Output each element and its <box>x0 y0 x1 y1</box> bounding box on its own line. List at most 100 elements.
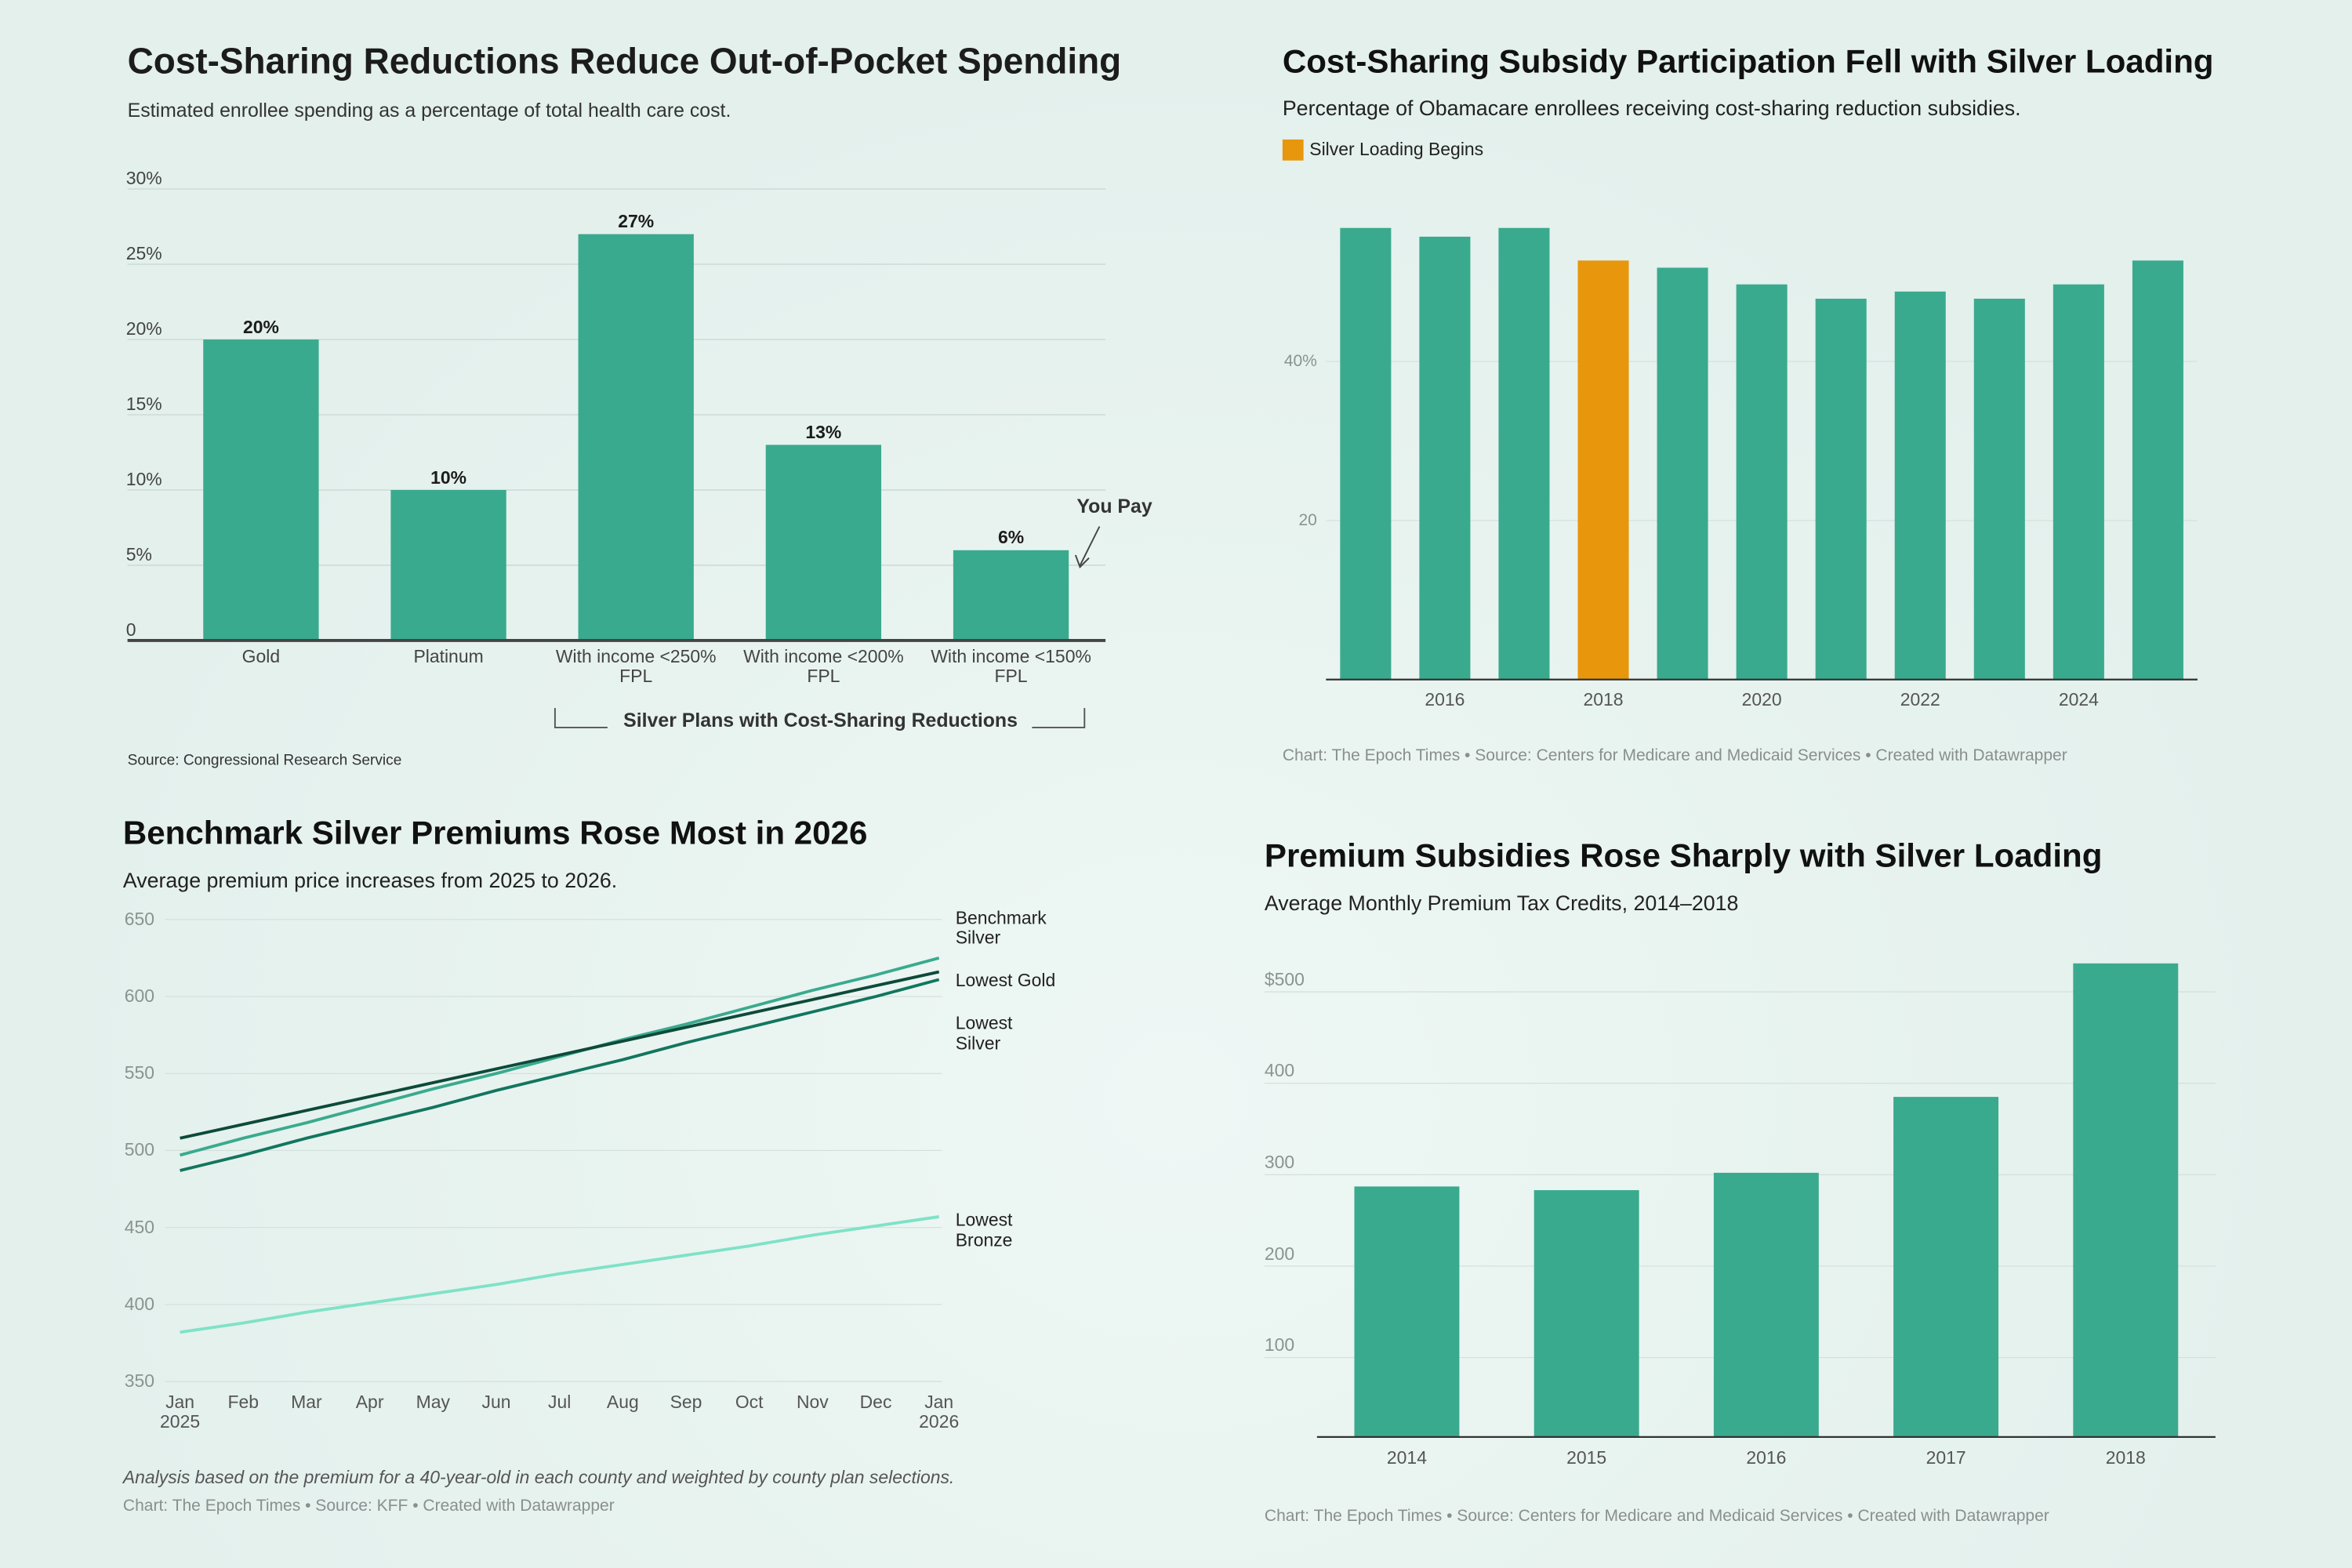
chart-title: Cost-Sharing Reductions Reduce Out-of-Po… <box>127 40 1122 82</box>
chart-subtitle: Estimated enrollee spending as a percent… <box>127 99 731 122</box>
value-label: 20% <box>242 316 279 337</box>
chart-source: Chart: The Epoch Times • Source: KFF • C… <box>122 1497 615 1515</box>
bar <box>203 339 319 641</box>
chart-note: Analysis based on the premium for a 40-y… <box>122 1466 955 1487</box>
chart-subtitle: Percentage of Obamacare enrollees receiv… <box>1282 96 2021 120</box>
value-label: 10% <box>430 466 467 488</box>
y-tick-label: 25% <box>125 242 162 263</box>
x-tick-label: Jun <box>481 1391 511 1412</box>
x-tick-label: 2017 <box>1926 1446 1966 1468</box>
x-tick-label: With income <200% FPL <box>743 645 904 687</box>
x-tick-label: With income <250% FPL <box>555 645 717 687</box>
x-tick-label: Jan 2026 <box>919 1391 960 1432</box>
series-label: Lowest Bronze <box>955 1209 1013 1250</box>
series-label: Benchmark Silver <box>955 906 1047 948</box>
chart-source: Source: Congressional Research Service <box>127 752 402 769</box>
bar <box>2053 284 2104 680</box>
x-tick-label: Feb <box>227 1391 260 1412</box>
line-series <box>180 956 940 1157</box>
x-tick-label: Platinum <box>413 645 484 666</box>
x-tick-label: 2016 <box>1425 689 1465 710</box>
bar <box>2132 260 2183 680</box>
chart-source: Chart: The Epoch Times • Source: Centers… <box>1282 746 2067 765</box>
x-tick-label: Jan 2025 <box>160 1391 201 1432</box>
y-tick-label: 5% <box>125 543 152 564</box>
value-label: 13% <box>805 422 842 443</box>
value-label: 6% <box>997 527 1025 548</box>
value-label: 27% <box>618 211 655 232</box>
group-label: Silver Plans with Cost-Sharing Reduction… <box>623 710 1018 732</box>
y-tick-label: 400 <box>1264 1060 1295 1081</box>
x-tick-label: With income <150% FPL <box>931 645 1091 687</box>
y-tick-label: 350 <box>124 1370 155 1392</box>
bar <box>1894 291 1946 680</box>
x-tick-label: 2018 <box>2105 1446 2146 1468</box>
y-tick-label: 450 <box>124 1216 155 1237</box>
y-tick-label: 10% <box>125 468 162 489</box>
annotation-arrow-head <box>1074 554 1090 568</box>
bar <box>1498 227 1550 680</box>
series-label: Lowest Gold <box>955 970 1056 991</box>
x-tick-label: 2015 <box>1566 1446 1607 1468</box>
bar <box>2073 963 2179 1437</box>
bar <box>1419 236 1471 680</box>
bar <box>953 550 1069 641</box>
chart-title: Premium Subsidies Rose Sharply with Silv… <box>1264 836 2103 873</box>
line-series <box>180 970 940 1140</box>
chart-title: Cost-Sharing Subsidy Participation Fell … <box>1282 42 2214 80</box>
bar <box>390 490 506 641</box>
annotation-arrow <box>1079 526 1101 566</box>
chart-title: Benchmark Silver Premiums Rose Most in 2… <box>122 814 868 851</box>
bar <box>1973 298 2025 680</box>
chart-subtitle: Average Monthly Premium Tax Credits, 201… <box>1264 891 1739 915</box>
chart-subtitle: Average premium price increases from 202… <box>122 869 618 893</box>
x-tick-label: 2016 <box>1746 1446 1787 1468</box>
bar <box>1713 1172 1819 1437</box>
x-tick-label: Oct <box>735 1391 764 1412</box>
x-tick-label: Apr <box>355 1391 384 1412</box>
legend-label: Silver Loading Begins <box>1309 139 1484 160</box>
y-tick-label: 15% <box>125 393 162 414</box>
x-tick-label: 2014 <box>1386 1446 1427 1468</box>
y-tick-label: 400 <box>124 1294 155 1315</box>
y-tick-label: 100 <box>1264 1334 1295 1356</box>
y-tick-label: $500 <box>1264 968 1305 989</box>
y-tick-label: 20% <box>125 318 162 339</box>
x-tick-label: Aug <box>606 1391 639 1412</box>
y-tick-label: 600 <box>124 985 155 1007</box>
x-tick-label: Sep <box>670 1391 702 1412</box>
x-tick-label: Gold <box>241 645 281 666</box>
series-label: Lowest Silver <box>955 1012 1013 1054</box>
bar <box>1340 227 1392 680</box>
x-tick-label: 2024 <box>2058 689 2099 710</box>
group-bracket <box>554 708 608 728</box>
x-tick-label: May <box>416 1391 450 1412</box>
bar <box>1354 1186 1460 1437</box>
x-tick-label: Nov <box>796 1391 829 1412</box>
y-tick-label: 30% <box>125 167 162 188</box>
x-tick-label: 2020 <box>1741 689 1782 710</box>
legend-swatch <box>1282 139 1304 161</box>
annotation: You Pay <box>1076 495 1152 517</box>
bar <box>1577 260 1629 680</box>
line-series <box>180 978 940 1172</box>
chart-source: Chart: The Epoch Times • Source: Centers… <box>1264 1507 2049 1526</box>
x-tick-label: 2022 <box>1900 689 1940 710</box>
bar <box>578 234 694 641</box>
bar <box>1736 284 1788 680</box>
x-tick-label: Mar <box>291 1391 322 1412</box>
x-tick-label: Dec <box>859 1391 892 1412</box>
bar <box>1815 298 1867 680</box>
y-tick-label: 0 <box>125 619 136 640</box>
y-tick-label: 40% <box>1283 352 1317 371</box>
y-tick-label: 300 <box>1264 1152 1295 1173</box>
bar <box>1893 1097 1999 1437</box>
bar <box>1534 1190 1639 1437</box>
y-tick-label: 500 <box>124 1139 155 1160</box>
y-tick-label: 650 <box>124 908 155 929</box>
y-tick-label: 200 <box>1264 1243 1295 1264</box>
bar <box>1657 267 1708 680</box>
y-tick-label: 550 <box>124 1062 155 1083</box>
